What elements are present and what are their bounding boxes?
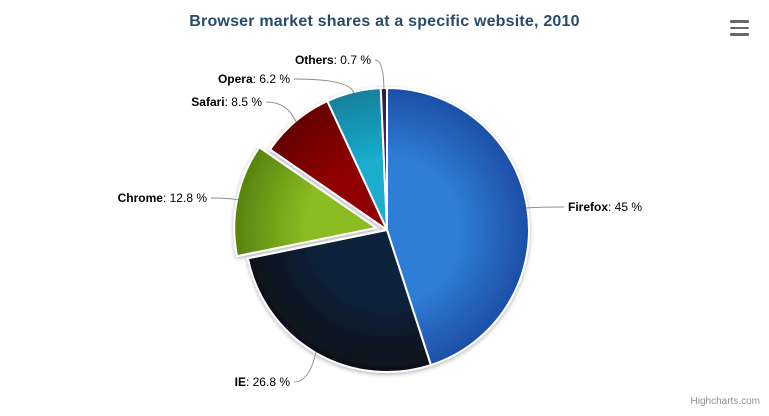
label-connector-firefox [526,206,565,209]
label-connector-safari [265,101,297,123]
data-label-opera: Opera: 6.2 % [218,72,290,86]
export-menu-button[interactable] [727,17,752,39]
data-label-chrome: Chrome: 12.8 % [118,191,208,205]
label-connectors [210,59,565,383]
data-label-safari: Safari: 8.5 % [191,95,262,109]
label-connector-ie [293,351,317,383]
data-label-firefox: Firefox: 45 % [568,200,642,214]
chart-title: Browser market shares at a specific webs… [189,13,580,30]
data-label-others: Others: 0.7 % [295,53,371,67]
label-connector-others [374,59,385,90]
label-connector-chrome [210,197,239,201]
credits-link[interactable]: Highcharts.com [690,396,760,407]
data-labels: Firefox: 45 % IE: 26.8 % Chrome: 12.8 % Saf… [118,53,643,389]
data-label-ie: IE: 26.8 % [235,375,291,389]
hamburger-icon [730,20,749,36]
label-connector-opera [293,78,355,94]
pie-series [233,87,530,373]
